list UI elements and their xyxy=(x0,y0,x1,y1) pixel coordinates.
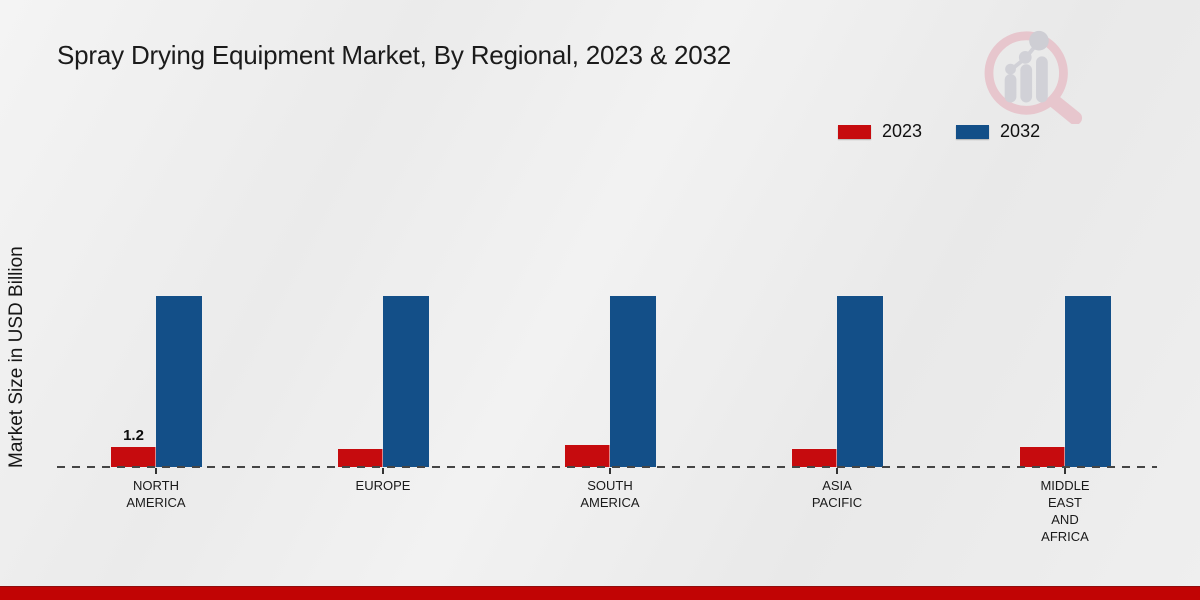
trend-dot-small-icon xyxy=(1005,63,1016,75)
bar-2023-asia-pacific xyxy=(792,448,837,467)
bar-2032-middle-east-and-africa xyxy=(1065,296,1111,467)
x-axis-tick-europe xyxy=(382,468,384,474)
trend-dot-medium-icon xyxy=(1018,50,1032,64)
trend-dot-large-icon xyxy=(1029,30,1049,51)
bar-2023-south-america xyxy=(565,445,610,467)
legend-swatch-2032-blue xyxy=(956,124,990,139)
bar-icon-medium xyxy=(1020,64,1033,103)
mrfr-logo-watermark xyxy=(984,30,1083,124)
legend: 2023 2032 xyxy=(838,121,1040,142)
bar-2023-middle-east-and-africa xyxy=(1020,447,1065,467)
legend-item-2032: 2032 xyxy=(956,121,1040,142)
legend-item-2023: 2023 xyxy=(838,121,922,142)
x-axis-label-middle-east-and-africa: MIDDLE EAST AND AFRICA xyxy=(1040,478,1090,544)
x-axis-tick-north-america xyxy=(155,468,157,474)
x-axis-dashed-baseline xyxy=(57,466,1157,468)
plot-area: 1.2 NORTH AMERICA EUROPE SOUTH AMERICA ASIA … xyxy=(57,0,1157,544)
x-axis-label-north-america: NORTH AMERICA xyxy=(126,478,186,510)
bar-icon-small xyxy=(1004,74,1017,103)
data-label-2023-north-america: 1.2 xyxy=(123,427,144,445)
bar-2032-south-america xyxy=(610,296,656,467)
bar-2032-europe xyxy=(383,296,429,467)
legend-label-2032: 2032 xyxy=(1000,121,1041,141)
bar-icon-large xyxy=(1036,56,1048,103)
footer-red-strip xyxy=(0,586,1200,600)
legend-label-2023: 2023 xyxy=(882,121,923,141)
x-axis-tick-south-america xyxy=(609,468,611,474)
magnifier-handle-icon xyxy=(1047,94,1083,124)
chart-title: Spray Drying Equipment Market, By Region… xyxy=(57,40,732,70)
bar-2023-north-america xyxy=(111,447,156,467)
x-axis-label-europe: EUROPE xyxy=(355,478,411,493)
x-axis-tick-asia-pacific xyxy=(836,468,838,474)
bar-2032-north-america xyxy=(156,296,202,467)
x-axis-label-south-america: SOUTH AMERICA xyxy=(580,478,640,510)
bar-2023-europe xyxy=(338,448,383,467)
bar-2032-asia-pacific xyxy=(837,296,883,467)
x-axis-label-asia-pacific: ASIA PACIFIC xyxy=(811,478,863,510)
x-axis-tick-middle-east-and-africa xyxy=(1064,468,1066,474)
y-axis-label: Market Size in USD Billion xyxy=(6,246,27,468)
legend-swatch-2023-red xyxy=(838,124,871,139)
magnifier-ring-icon xyxy=(984,31,1068,115)
